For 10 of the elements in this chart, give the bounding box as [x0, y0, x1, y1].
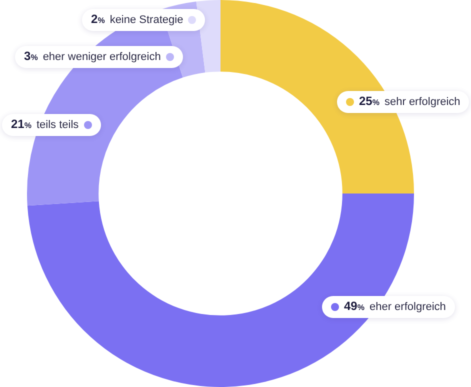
legend-label: teils teils	[36, 118, 79, 133]
slice-label: eher erfolgreich	[369, 300, 446, 315]
data-label: 3%	[24, 49, 38, 63]
legend-label: keine Strategie	[110, 13, 184, 28]
legend-label: eher weniger erfolgreich	[42, 50, 161, 65]
data-label: 49%	[344, 299, 364, 313]
slice-label: sehr erfolgreich	[384, 95, 460, 110]
data-label: 25%	[359, 94, 380, 108]
data-label: 21%	[11, 117, 32, 131]
data-label: 2%	[91, 12, 105, 26]
